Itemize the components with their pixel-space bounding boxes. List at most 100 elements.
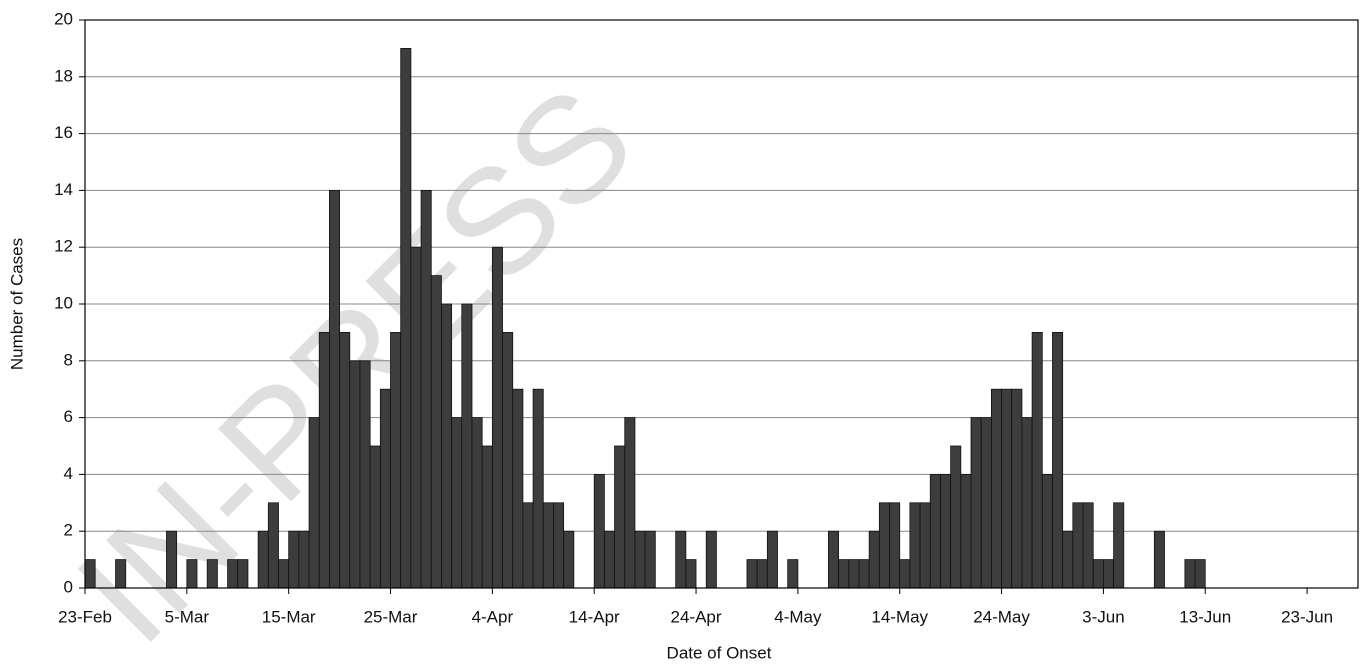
bar <box>929 473 941 589</box>
bar <box>288 530 300 589</box>
bar <box>1062 530 1074 589</box>
x-tick-label: 23-Feb <box>58 607 112 626</box>
bar <box>614 445 626 589</box>
x-axis-title: Date of Onset <box>667 643 772 662</box>
bar <box>1082 502 1094 589</box>
bar <box>461 303 473 589</box>
bar <box>1103 559 1114 589</box>
bar <box>858 559 870 589</box>
bar <box>379 388 391 589</box>
bar <box>206 559 218 589</box>
bar <box>1052 331 1064 589</box>
bar <box>1021 417 1033 589</box>
bar <box>308 417 320 589</box>
x-tick-label: 24-May <box>973 607 1030 626</box>
bar <box>634 530 646 589</box>
y-axis-title: Number of Cases <box>7 238 26 370</box>
bar <box>675 530 687 589</box>
bar <box>990 388 1002 589</box>
x-tick-label: 13-Jun <box>1179 607 1231 626</box>
bar <box>390 331 402 589</box>
bar <box>532 388 544 589</box>
bar <box>980 417 992 589</box>
bar <box>166 530 178 589</box>
bar <box>512 388 524 589</box>
bar <box>838 559 850 589</box>
bar <box>1153 530 1165 589</box>
bar <box>491 246 503 589</box>
bar <box>1011 388 1023 589</box>
x-tick-label: 4-Apr <box>472 607 514 626</box>
bar <box>318 331 330 589</box>
bar <box>889 502 901 589</box>
bar <box>593 473 605 589</box>
x-tick-label: 24-Apr <box>671 607 722 626</box>
bar <box>522 502 534 589</box>
bar <box>919 502 931 589</box>
bar <box>1092 559 1104 589</box>
bar <box>298 530 310 589</box>
bar <box>542 502 554 589</box>
bar <box>603 530 615 589</box>
bar <box>430 275 442 589</box>
bar <box>237 559 249 589</box>
y-tick-label: 18 <box>54 66 73 85</box>
x-tick-label: 14-Apr <box>569 607 620 626</box>
bar <box>1001 388 1013 589</box>
y-tick-label: 2 <box>64 521 73 540</box>
y-tick-label: 12 <box>54 237 73 256</box>
bar <box>685 559 697 589</box>
x-tick-label: 25-Mar <box>364 607 418 626</box>
x-tick-label: 23-Jun <box>1281 607 1333 626</box>
bar <box>940 473 952 589</box>
bar <box>624 417 636 589</box>
bar <box>766 530 778 589</box>
bar <box>481 445 493 589</box>
x-tick-label: 5-Mar <box>165 607 210 626</box>
bar <box>502 331 514 589</box>
bar <box>349 360 361 589</box>
bar <box>1184 559 1196 589</box>
bar <box>410 246 422 589</box>
bar <box>848 559 860 589</box>
bar <box>441 303 453 589</box>
bar <box>1072 502 1084 589</box>
y-tick-label: 6 <box>64 407 73 426</box>
x-tick-label: 14-May <box>871 607 928 626</box>
bar <box>84 559 96 589</box>
bar <box>1113 502 1125 589</box>
bar <box>553 502 565 589</box>
bar <box>950 445 962 589</box>
y-tick-label: 10 <box>54 293 73 312</box>
bar <box>878 502 890 589</box>
plot-frame <box>84 19 1359 589</box>
y-tick-label: 8 <box>64 350 73 369</box>
bar <box>257 530 269 589</box>
bar <box>1041 473 1053 589</box>
x-tick-label: 3-Jun <box>1082 607 1125 626</box>
y-tick-label: 20 <box>54 9 73 28</box>
bar <box>899 559 911 589</box>
y-tick-label: 4 <box>64 464 73 483</box>
bar <box>471 417 483 589</box>
bar <box>1031 331 1043 589</box>
bar <box>369 445 381 589</box>
bar <box>909 502 921 589</box>
y-tick-label: 0 <box>64 577 73 596</box>
bar <box>828 530 840 589</box>
bar <box>787 559 799 589</box>
bar <box>563 530 575 589</box>
bar <box>267 502 279 589</box>
bar <box>227 559 239 589</box>
bar <box>278 559 290 589</box>
bar <box>186 559 198 589</box>
bar <box>339 331 351 589</box>
y-tick-label: 14 <box>54 180 73 199</box>
bar <box>420 189 432 589</box>
x-tick-label: 15-Mar <box>262 607 316 626</box>
bar <box>970 417 982 589</box>
y-tick-label: 16 <box>54 123 73 142</box>
bar <box>644 530 656 589</box>
